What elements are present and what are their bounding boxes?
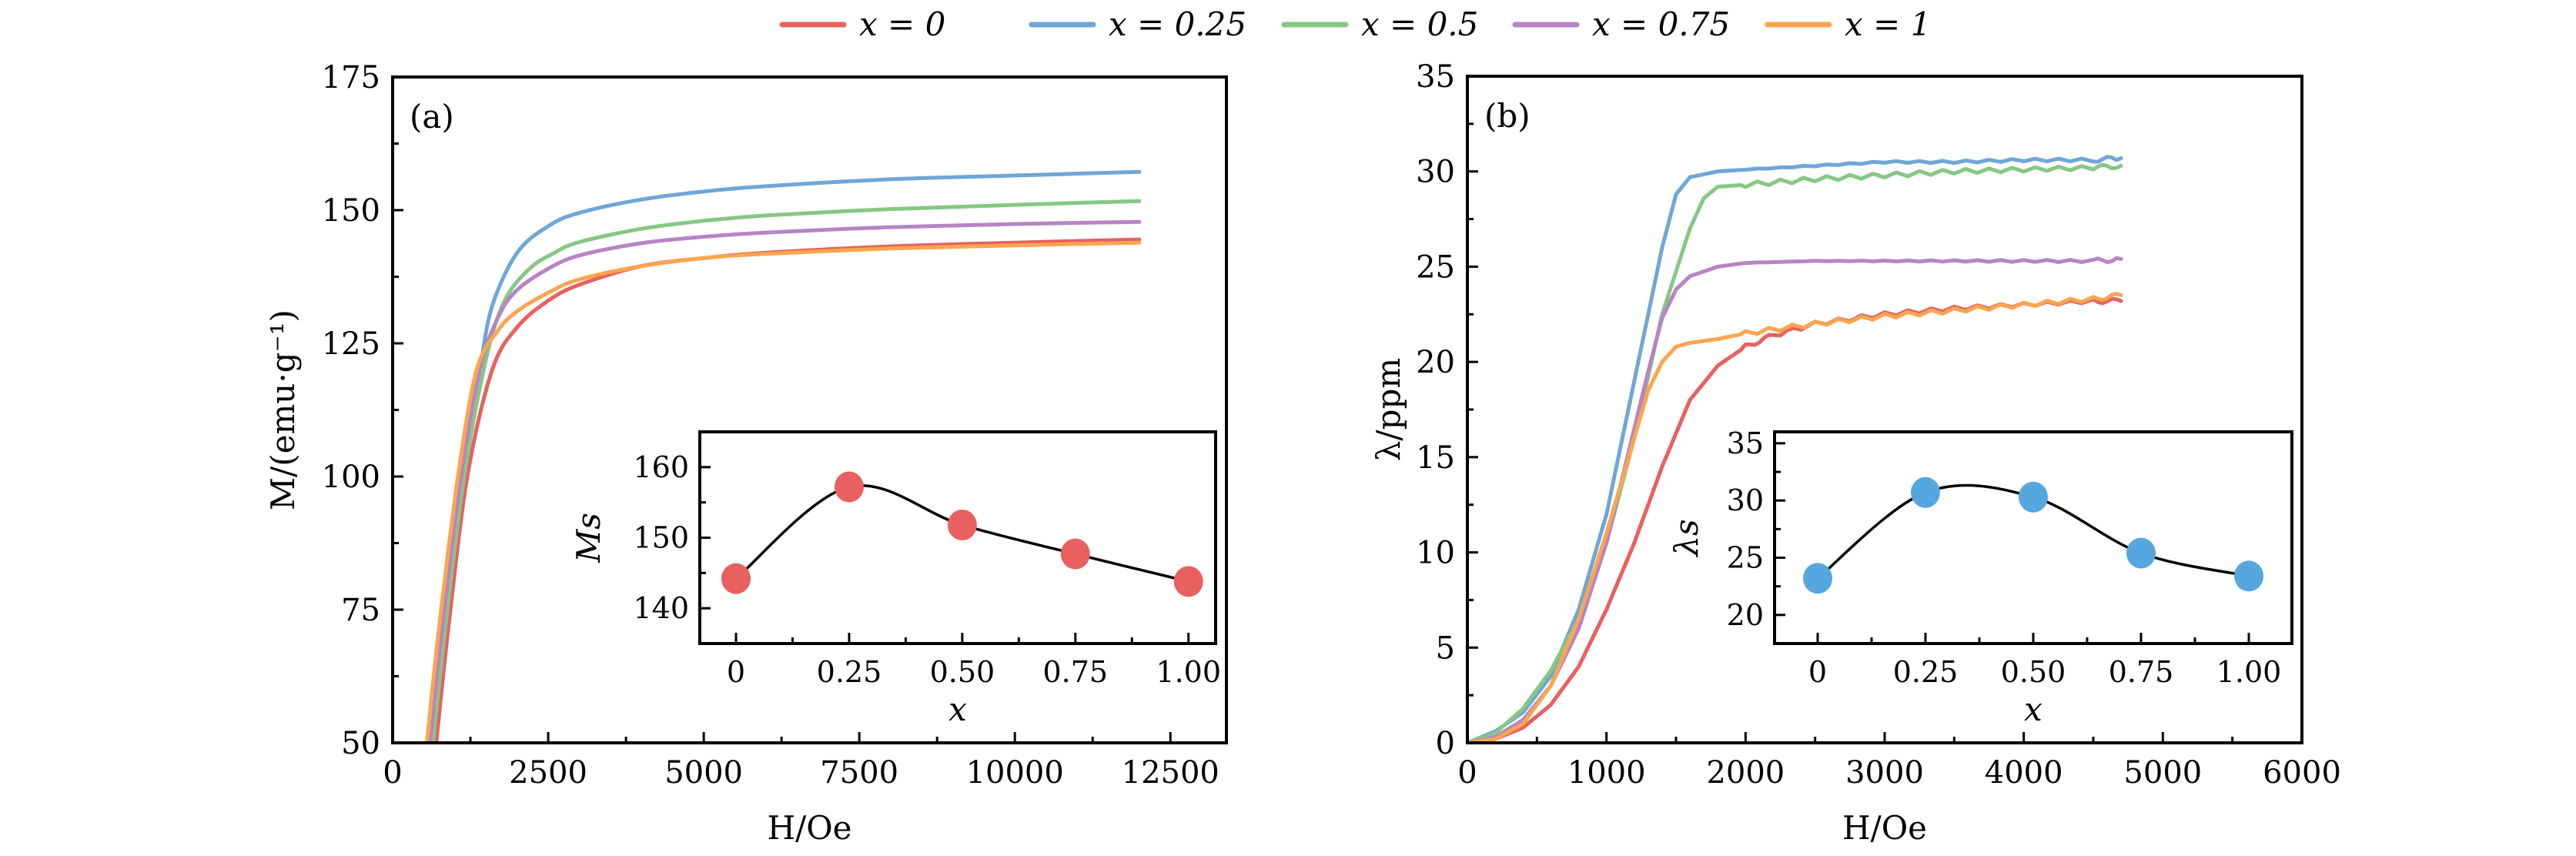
x-tick-label: 0 [1457,755,1477,791]
inset-x-tick-label: 1.00 [2216,655,2282,689]
inset-y-tick-label: 160 [633,450,689,484]
legend-label-0: x = 0 [859,5,945,43]
legend: x = 0 x = 0.25 x = 0.5 x = 0.75 x = 1 [779,5,1931,43]
inset-x-tick-label: 0.50 [930,655,995,689]
inset: 0 0.25 0.50 0.75 1.00 140 150 160 x Ms [570,430,1221,728]
y-tick-label: 50 [341,726,380,761]
y-axis-title: λ/ppm [1370,358,1407,461]
inset-data-point [1173,566,1203,597]
x-tick-label: 7500 [820,755,898,791]
panel-label: (a) [410,98,454,135]
inset-frame [1773,430,2293,645]
inset-y-tick-label: 35 [1727,426,1764,460]
inset-data-point [1911,476,1940,508]
panel-a: 0 2500 5000 7500 10000 12500 50 75 100 125 150 175 H… [264,60,1228,847]
y-tick-label: 175 [322,60,380,95]
series-line-2 [431,199,1142,743]
series-group [425,169,1142,743]
inset-x-axis-title: x [948,690,967,728]
series-line-1 [1467,155,2123,743]
y-tick-label: 35 [1416,59,1455,95]
inset-y-tick-label: 150 [633,521,689,555]
inset-data-point [1803,563,1832,594]
panel-b: 0 1000 2000 3000 4000 5000 6000 0 5 10 15 20 25 30 35 H… [1370,59,2341,847]
x-tick-label: 5000 [2123,755,2202,791]
inset-y-tick-label: 25 [1727,541,1764,575]
inset-data-point [2126,537,2156,569]
inset-y-tick-label: 30 [1727,483,1764,517]
inset-x-tick-label: 0.50 [2001,655,2066,689]
y-tick-label: 0 [1436,726,1455,761]
y-tick-label: 125 [322,326,380,362]
inset-data-point [2019,481,2048,513]
series-line-0 [434,237,1142,743]
y-tick-label: 5 [1436,630,1455,666]
y-tick-label: 150 [322,193,380,229]
y-tick-label: 30 [1416,155,1455,190]
x-tick-label: 6000 [2263,755,2341,791]
inset-y-axis-title: Ms [570,513,607,563]
inset-x-tick-label: 0.75 [2109,655,2174,689]
y-tick-label: 20 [1416,345,1455,380]
inset-data-point [834,471,864,503]
x-tick-label: 2500 [509,755,587,791]
y-tick-label: 25 [1416,249,1455,285]
legend-label-2: x = 0.5 [1361,5,1478,43]
x-tick-label: 5000 [664,755,743,791]
inset-x-tick-label: 0.75 [1043,655,1109,689]
inset-data-point [947,510,977,540]
series-line-4 [425,240,1142,743]
inset-x-axis-title: x [2024,690,2042,728]
legend-label-1: x = 0.25 [1109,5,1246,43]
y-tick-label: 10 [1416,536,1455,571]
inset-x-tick-label: 1.00 [1156,655,1221,689]
inset-y-tick-label: 20 [1727,598,1764,632]
series-group [1467,155,2123,743]
inset-x-tick-label: 0.25 [1893,655,1959,689]
y-axis-title: M/(emu·g⁻¹) [264,309,302,510]
legend-label-4: x = 1 [1845,5,1931,43]
inset-data-point [1060,538,1090,570]
inset-x-tick-label: 0.25 [817,655,882,689]
y-tick-label: 75 [341,593,380,628]
x-tick-label: 12500 [1122,755,1219,791]
legend-label-3: x = 0.75 [1592,5,1730,43]
panel-label: (b) [1484,97,1531,135]
series-line-4 [1467,292,2123,743]
inset-y-tick-label: 140 [633,591,689,625]
y-tick-label: 15 [1416,440,1455,476]
series-line-3 [428,219,1142,743]
inset-data-point [721,563,751,594]
series-line-2 [1467,162,2123,743]
inset-x-tick-label: 0 [1808,655,1827,689]
inset-data-point [2234,560,2263,592]
inset: 0 0.25 0.50 0.75 1.00 20 25 30 35 x λs [1668,426,2293,728]
x-tick-label: 3000 [1845,755,1924,791]
y-tick-label: 100 [322,460,380,495]
x-tick-label: 1000 [1567,755,1646,791]
inset-y-axis-title: λs [1668,519,1705,557]
x-tick-label: 4000 [1985,755,2063,791]
x-axis-title: H/Oe [767,809,851,847]
x-tick-label: 10000 [966,755,1064,791]
x-tick-label: 0 [383,755,402,791]
x-tick-label: 2000 [1706,755,1785,791]
x-axis-title: H/Oe [1842,809,1927,847]
inset-x-tick-label: 0 [727,655,745,689]
